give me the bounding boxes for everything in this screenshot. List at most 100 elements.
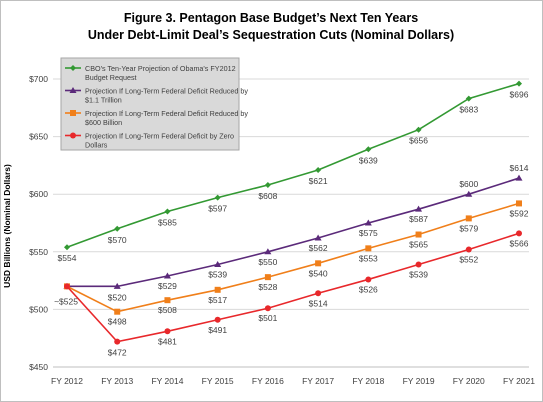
x-tick-label: FY 2021 — [503, 376, 535, 386]
data-label: $540 — [309, 268, 328, 278]
point-marker — [465, 95, 472, 102]
point-marker — [365, 146, 372, 153]
point-marker — [114, 338, 121, 345]
point-marker — [364, 219, 372, 226]
data-label: $520 — [108, 292, 127, 302]
legend-entry: Projection If Long-Term Federal Deficit … — [65, 87, 248, 105]
y-tick-label: $700 — [29, 74, 48, 84]
point-marker — [163, 272, 171, 279]
data-label: $528 — [258, 282, 277, 292]
legend-label: $600 Billion — [85, 118, 122, 127]
chart-subtitle: Under Debt-Limit Deal’s Sequestration Cu… — [88, 28, 454, 42]
series-1 — [64, 80, 522, 251]
data-label: $481 — [158, 336, 177, 346]
point-marker — [465, 215, 472, 222]
data-label: $554 — [58, 253, 77, 263]
annotation-label: ~$525 — [54, 296, 78, 306]
point-marker — [264, 248, 272, 255]
y-tick-label: $500 — [29, 304, 48, 314]
data-label: $608 — [258, 191, 277, 201]
data-label: $552 — [459, 254, 478, 264]
point-marker — [415, 126, 422, 133]
series-3 — [64, 200, 522, 315]
point-marker — [64, 244, 70, 251]
series-line — [66, 82, 520, 248]
point-marker — [64, 283, 70, 290]
data-label: $565 — [409, 240, 428, 250]
data-label: $656 — [409, 136, 428, 146]
point-marker — [465, 246, 472, 253]
point-marker — [315, 260, 322, 267]
data-label: $491 — [208, 325, 227, 335]
point-marker — [114, 308, 121, 315]
x-tick-label: FY 2018 — [352, 376, 384, 386]
legend-label: Projection If Long-Term Federal Deficit … — [85, 109, 248, 118]
data-label: $579 — [459, 223, 478, 233]
data-label: $553 — [359, 253, 378, 263]
point-marker — [465, 190, 473, 197]
point-marker — [365, 276, 372, 283]
data-label: $597 — [208, 204, 227, 214]
data-label: $550 — [258, 257, 277, 267]
y-tick-label: $600 — [29, 189, 48, 199]
data-label: $696 — [510, 90, 529, 100]
y-tick-label: $650 — [29, 132, 48, 142]
data-label: $472 — [108, 348, 127, 358]
data-label: $570 — [108, 235, 127, 245]
point-marker — [365, 245, 372, 252]
data-label: $514 — [309, 298, 328, 308]
point-marker — [415, 231, 422, 238]
data-label: $614 — [510, 163, 529, 173]
point-marker — [164, 208, 171, 215]
series-line — [66, 202, 520, 313]
series-lines — [63, 80, 523, 345]
point-marker — [164, 297, 171, 304]
point-marker — [113, 282, 121, 289]
legend-box — [60, 57, 240, 151]
legend-entry: Projection If Long-Term Federal Deficit … — [65, 109, 248, 127]
x-tick-label: FY 2015 — [202, 376, 234, 386]
point-marker — [214, 316, 221, 323]
data-label: $575 — [359, 228, 378, 238]
x-tick-label: FY 2012 — [51, 376, 83, 386]
y-axis-title: USD Billions (Nominal Dollars) — [2, 164, 12, 288]
point-marker — [214, 286, 221, 293]
data-label: $539 — [208, 269, 227, 279]
legend-label: Budget Request — [85, 73, 137, 82]
x-tick-label: FY 2014 — [151, 376, 183, 386]
point-marker — [516, 200, 522, 207]
x-tick-label: FY 2017 — [302, 376, 334, 386]
x-tick-label: FY 2016 — [252, 376, 284, 386]
data-label: $498 — [108, 317, 127, 327]
legend-label: CBO's Ten-Year Projection of Obama's FY2… — [85, 64, 236, 73]
data-labels: $554 $570 $585 $597 $608 $621 $639 $656 $683 $696… — [54, 90, 529, 358]
data-label: $508 — [158, 305, 177, 315]
series-4 — [64, 230, 522, 345]
legend-entry: Projection If Long-Term Federal Deficit … — [65, 132, 234, 150]
chart-title: Figure 3. Pentagon Base Budget’s Next Te… — [124, 11, 418, 25]
point-marker — [114, 225, 121, 232]
legend-label: Projection If Long-Term Federal Deficit … — [85, 87, 248, 96]
point-marker — [415, 205, 423, 212]
data-label: $585 — [158, 217, 177, 227]
point-marker — [70, 132, 76, 139]
data-label: $621 — [309, 176, 328, 186]
legend-entry: CBO's Ten-Year Projection of Obama's FY2… — [65, 64, 236, 82]
data-label: $517 — [208, 295, 227, 305]
point-marker — [264, 274, 271, 281]
point-marker — [70, 110, 76, 116]
point-marker — [69, 87, 77, 93]
data-label: $592 — [510, 208, 529, 218]
point-marker — [515, 174, 523, 181]
point-marker — [315, 167, 322, 174]
x-tick-label: FY 2019 — [403, 376, 435, 386]
data-label: $600 — [459, 179, 478, 189]
point-marker — [516, 230, 522, 237]
data-label: $683 — [459, 105, 478, 115]
data-label: $539 — [409, 269, 428, 279]
y-tick-label: $450 — [29, 362, 48, 372]
point-marker — [70, 65, 76, 71]
point-marker — [264, 181, 271, 188]
